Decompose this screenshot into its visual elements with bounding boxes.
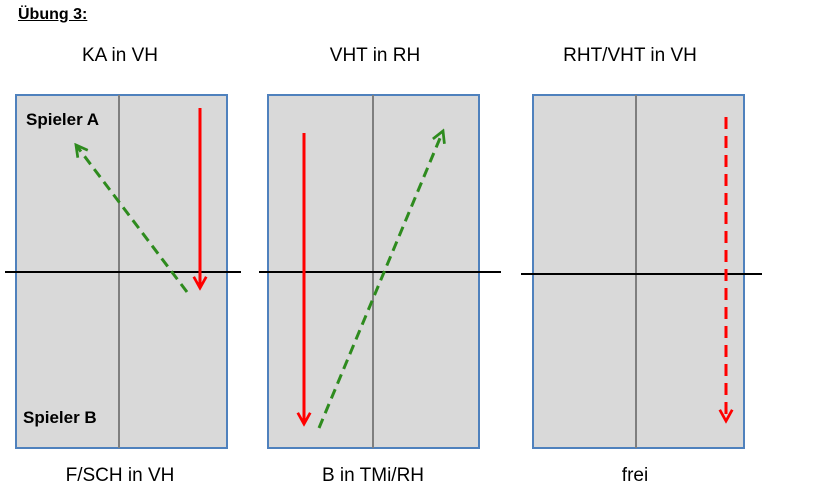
table-2 — [259, 94, 501, 449]
table-2-bottom-label: B in TMi/RH — [321, 465, 425, 486]
table-3-surface — [532, 94, 745, 449]
exercise-heading: Übung 3: — [18, 6, 88, 23]
table-2-top-label: VHT in RH — [329, 45, 421, 66]
table-3-bottom-label: frei — [621, 465, 649, 486]
player-b-label: Spieler B — [23, 408, 97, 427]
table-2-green-dashed-arrow — [317, 131, 443, 429]
player-a-label: Spieler A — [26, 110, 100, 129]
table-3 — [521, 94, 762, 449]
table-1-green-dashed-arrow — [76, 145, 189, 293]
table-3-top-label: RHT/VHT in VH — [563, 45, 697, 66]
table-1 — [5, 94, 241, 449]
table-1-bottom-label: F/SCH in VH — [65, 465, 175, 486]
table-1-top-label: KA in VH — [81, 45, 159, 66]
